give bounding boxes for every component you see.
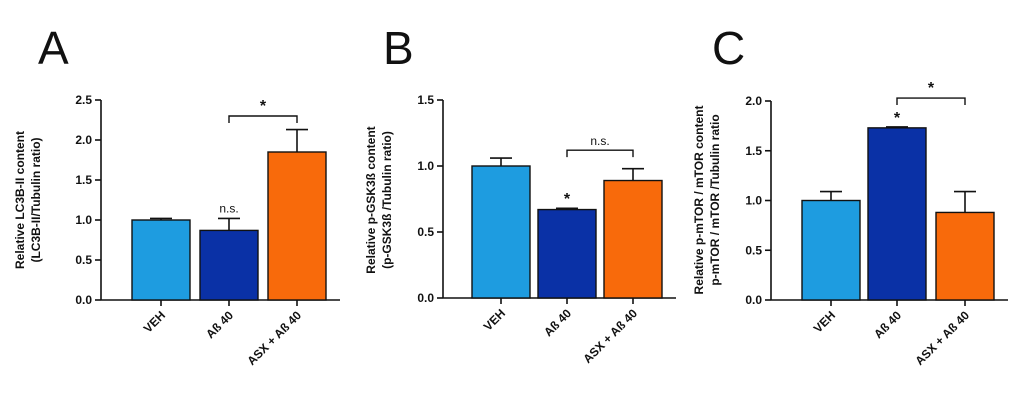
panel-a-y-tick-label: 0.0 <box>75 293 92 307</box>
panel-c-bar <box>867 127 927 301</box>
panel-a-y-axis-label: (LC3B-II/Tubulin ratio) <box>29 137 43 262</box>
panel-c-bracket-label: * <box>928 80 935 97</box>
panel-c-y-tick-label: 1.0 <box>745 194 762 208</box>
panel-a-bar <box>131 219 191 301</box>
panel-b-bracket-label: n.s. <box>590 134 609 148</box>
panel-c-bar <box>935 211 995 301</box>
panel-c-y-tick-label: 2.0 <box>745 94 762 108</box>
panel-c-y-tick-label: 1.5 <box>745 144 762 158</box>
panel-b-category-label: Aß 40 <box>541 306 574 339</box>
panel-a-bar-annotation: n.s. <box>219 201 238 215</box>
panel-b-letter: B <box>383 22 414 74</box>
panel-b-y-tick-label: 0.0 <box>417 291 434 305</box>
panel-b-y-tick-label: 1.5 <box>417 93 434 107</box>
panel-c-y-axis-label: Relative p-mTOR / mTOR content <box>692 106 706 295</box>
panel-a-bar <box>267 151 327 301</box>
panel-a-y-tick-label: 2.0 <box>75 133 92 147</box>
panel-a-category-label: ASX + Aß 40 <box>244 308 304 368</box>
panel-b-category-label: VEH <box>481 306 508 333</box>
panel-b-y-tick-label: 0.5 <box>417 225 434 239</box>
panel-c-category-label: VEH <box>811 308 838 335</box>
panel-a-y-tick-label: 0.5 <box>75 253 92 267</box>
panel-c-bar <box>801 199 861 301</box>
panel-a-y-axis-label: Relative LC3B-II content <box>13 131 27 269</box>
panel-b-bar <box>537 208 597 299</box>
panel-a-bracket <box>228 115 298 123</box>
panel-a-y-tick-label: 2.5 <box>75 93 92 107</box>
panel-c-bracket <box>896 97 966 106</box>
panel-b-bar-annotation: * <box>564 191 571 208</box>
panel-a-category-label: VEH <box>141 308 168 335</box>
panel-c-category-label: Aß 40 <box>871 308 904 341</box>
panel-c-bar-annotation: * <box>894 110 901 127</box>
panel-b-y-axis-label: Relative p-GSK3ß content <box>364 126 378 273</box>
panel-c-y-axis-label: p-mTOR / mTOR /Tubulin ratio <box>708 114 722 285</box>
panel-a-bar <box>199 229 259 301</box>
panel-b-bar <box>471 165 531 299</box>
panel-a-y-tick-label: 1.5 <box>75 173 92 187</box>
panel-a-y-tick-label: 1.0 <box>75 213 92 227</box>
panel-c-y-tick-label: 0.0 <box>745 293 762 307</box>
panel-b-bar <box>603 179 663 299</box>
panel-a-category-label: Aß 40 <box>203 308 236 341</box>
panel-b-y-tick-label: 1.0 <box>417 159 434 173</box>
panel-b-y-axis-label: (p-GSK3ß /Tubulin ratio) <box>380 131 394 269</box>
panel-c-category-label: ASX + Aß 40 <box>912 308 972 368</box>
panel-a-letter: A <box>38 22 69 74</box>
panel-b-category-label: ASX + Aß 40 <box>580 306 640 366</box>
panel-b-bracket <box>566 149 634 158</box>
panel-c-letter: C <box>712 22 745 74</box>
panel-c-y-tick-label: 0.5 <box>745 243 762 257</box>
panel-a-bracket-label: * <box>260 98 267 115</box>
